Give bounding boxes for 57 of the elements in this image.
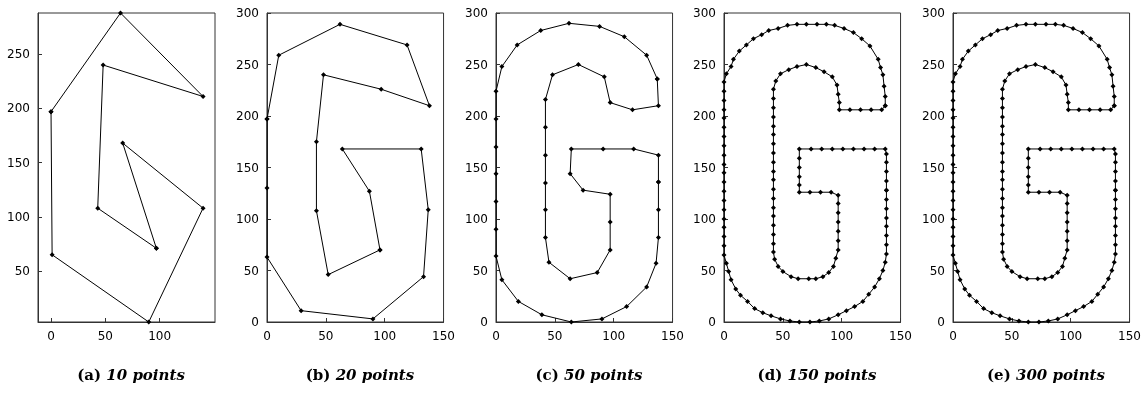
y-tick-label: 300 — [922, 6, 946, 20]
x-tick-label: 50 — [546, 329, 563, 343]
y-tick-label: 100 — [464, 212, 488, 226]
y-tick-label: 200 — [922, 109, 946, 123]
y-tick-label: 100 — [7, 209, 30, 224]
y-tick-label: 200 — [235, 109, 259, 123]
y-tick-label: 250 — [693, 57, 717, 72]
x-tick-label: 50 — [318, 329, 334, 343]
y-tick-label: 100 — [693, 212, 717, 226]
y-tick-label: 150 — [7, 155, 30, 170]
y-tick-label: 150 — [235, 160, 259, 175]
x-tick-label: 0 — [47, 329, 55, 343]
x-tick-label: 150 — [889, 329, 913, 343]
text: (d) 150 points — [757, 365, 878, 384]
x-tick-label: 0 — [491, 329, 500, 343]
text: (c) 50 points — [535, 365, 643, 384]
y-tick-label: 100 — [922, 212, 946, 226]
y-tick-label: 100 — [235, 212, 259, 226]
y-tick-label: 300 — [464, 6, 488, 20]
x-tick-label: 150 — [1118, 329, 1142, 343]
y-tick-label: 150 — [693, 160, 717, 175]
y-tick-label: 250 — [922, 57, 946, 72]
y-tick-label: 50 — [472, 263, 488, 278]
x-tick-label: 100 — [1059, 329, 1083, 343]
y-tick-label: 300 — [693, 6, 717, 20]
y-tick-label: 200 — [693, 109, 717, 123]
x-tick-label: 100 — [830, 329, 854, 343]
y-tick-label: 150 — [464, 160, 488, 175]
x-tick-label: 0 — [262, 329, 271, 343]
x-tick-label: 100 — [373, 329, 396, 343]
y-tick-label: 250 — [464, 57, 488, 72]
x-tick-label: 50 — [1004, 329, 1020, 343]
text: (e) 300 points — [987, 365, 1106, 384]
y-tick-label: 0 — [251, 315, 259, 329]
x-tick-label: 100 — [148, 329, 172, 343]
x-tick-label: 0 — [949, 329, 958, 343]
x-tick-label: 100 — [601, 329, 625, 343]
y-tick-label: 300 — [235, 6, 259, 20]
y-tick-label: 50 — [701, 263, 717, 278]
y-tick-label: 250 — [7, 47, 30, 62]
x-tick-label: 150 — [431, 329, 455, 343]
x-tick-label: 50 — [775, 329, 791, 343]
y-tick-label: 150 — [922, 160, 946, 175]
text: (b) 20 points — [305, 365, 415, 384]
text: (a) 10 points — [77, 365, 186, 384]
y-tick-label: 50 — [14, 264, 30, 279]
y-tick-label: 200 — [7, 101, 30, 116]
x-tick-label: 50 — [97, 329, 113, 343]
y-tick-label: 200 — [464, 109, 488, 123]
x-tick-label: 0 — [720, 329, 729, 343]
y-tick-label: 0 — [708, 315, 717, 329]
y-tick-label: 0 — [479, 315, 488, 329]
x-tick-label: 150 — [660, 329, 684, 343]
y-tick-label: 50 — [929, 263, 946, 278]
y-tick-label: 0 — [937, 315, 946, 329]
y-tick-label: 250 — [235, 57, 259, 72]
y-tick-label: 50 — [243, 263, 259, 278]
